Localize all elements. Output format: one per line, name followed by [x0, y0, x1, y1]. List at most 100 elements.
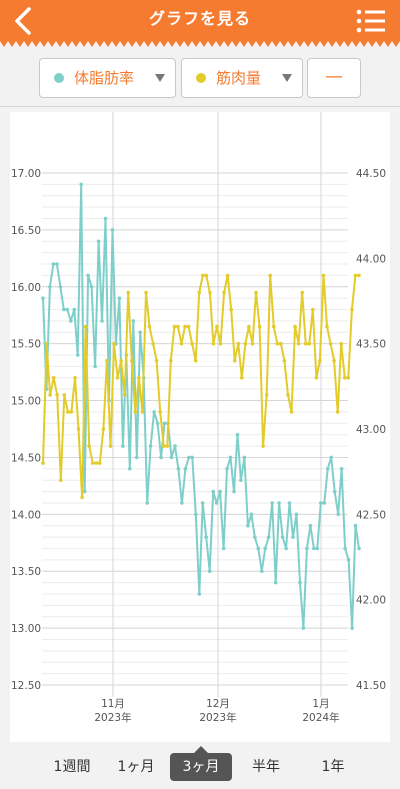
data-point — [300, 290, 305, 295]
data-point — [357, 273, 361, 278]
data-point — [353, 523, 358, 528]
page-title: グラフを見る — [148, 9, 251, 28]
x-axis-year-label: 2024年 — [302, 711, 339, 724]
data-point — [279, 341, 283, 346]
data-point — [336, 512, 341, 517]
back-arrow-icon[interactable] — [8, 4, 42, 38]
data-point — [343, 546, 347, 551]
data-point — [69, 319, 73, 323]
data-point — [287, 501, 292, 505]
data-point — [122, 393, 127, 397]
data-point — [335, 410, 340, 414]
data-point — [319, 501, 323, 505]
data-point — [87, 444, 91, 448]
data-point — [193, 358, 198, 363]
data-point — [242, 455, 247, 460]
left-axis-tick-label: 15.00 — [11, 396, 41, 408]
data-point — [225, 467, 229, 471]
period-tab-3[interactable]: 3ヶ月 — [170, 746, 232, 781]
data-point — [55, 262, 59, 266]
data-point — [270, 501, 275, 505]
data-point — [65, 307, 70, 312]
data-point — [311, 307, 315, 312]
data-point — [350, 626, 354, 630]
data-point — [289, 410, 294, 414]
right-axis-tick-label: 41.50 — [356, 680, 386, 692]
data-point — [126, 290, 130, 295]
data-point — [98, 461, 102, 465]
data-point — [353, 273, 358, 278]
data-point — [59, 478, 63, 483]
data-point — [325, 467, 330, 471]
data-point — [346, 558, 351, 562]
period-tab-5[interactable]: 1年 — [321, 759, 345, 775]
data-point — [307, 341, 312, 346]
period-tab-2[interactable]: 1ヶ月 — [117, 759, 155, 775]
series-line-1 — [42, 183, 360, 630]
data-point — [190, 455, 195, 460]
data-point — [73, 376, 77, 380]
data-point — [154, 358, 159, 363]
data-point — [339, 341, 344, 346]
data-point — [93, 364, 97, 369]
data-point — [239, 478, 243, 483]
data-point — [155, 421, 160, 426]
data-point — [48, 285, 52, 289]
right-axis-tick-label: 42.00 — [356, 595, 386, 607]
data-point — [253, 535, 257, 539]
data-point — [228, 455, 233, 460]
right-axis-tick-label: 44.50 — [356, 168, 386, 180]
data-point — [246, 523, 250, 528]
data-point — [159, 455, 163, 460]
data-point — [268, 273, 273, 278]
data-point — [339, 467, 344, 471]
primary-metric-dropdown[interactable]: 体脂肪率 — [39, 58, 176, 98]
data-point — [208, 290, 212, 295]
data-point — [235, 432, 240, 437]
data-point — [94, 461, 99, 465]
data-point — [277, 501, 281, 505]
secondary-metric-dropdown[interactable]: 筋肉量 — [181, 58, 303, 98]
period-tabs: 1週間 1ヶ月 3ヶ月 半年 1年 — [0, 745, 400, 789]
data-point — [315, 546, 320, 551]
data-point — [350, 307, 354, 312]
data-point — [62, 307, 66, 312]
period-tab-1[interactable]: 1週間 — [53, 759, 91, 775]
data-point — [221, 546, 226, 551]
secondary-series-dot — [196, 73, 206, 83]
data-point — [343, 376, 347, 380]
data-point — [211, 489, 215, 494]
data-point — [296, 341, 301, 346]
dual-axis-line-chart: 12.50 13.00 13.50 14.00 14.50 15.00 15.50 16.00… — [11, 112, 386, 724]
data-point — [243, 341, 248, 346]
data-point — [236, 341, 241, 346]
data-point — [147, 324, 152, 329]
data-point — [186, 324, 191, 329]
data-point — [173, 444, 177, 448]
data-point — [250, 341, 255, 346]
data-point — [151, 341, 155, 346]
data-point — [284, 546, 288, 551]
period-tab-4[interactable]: 半年 — [252, 759, 280, 775]
data-point — [75, 353, 80, 357]
data-point — [314, 376, 319, 380]
data-point — [286, 393, 290, 397]
data-point — [240, 376, 244, 380]
data-point — [86, 273, 90, 278]
clear-metric-button[interactable]: — — [307, 58, 361, 98]
data-point — [51, 376, 56, 380]
data-point — [187, 455, 191, 460]
list-menu-icon[interactable] — [354, 6, 388, 36]
data-point — [256, 546, 261, 551]
right-axis-tick-label: 43.50 — [356, 339, 386, 351]
x-axis-month-label: 1月 — [312, 698, 329, 710]
data-point — [332, 489, 337, 494]
left-axis-tick-label: 16.50 — [11, 225, 41, 237]
data-point — [179, 341, 184, 346]
data-point — [41, 296, 45, 300]
data-point — [110, 228, 115, 232]
data-point — [247, 324, 251, 329]
data-point — [254, 290, 258, 295]
data-point — [165, 444, 170, 448]
data-point — [62, 393, 67, 397]
